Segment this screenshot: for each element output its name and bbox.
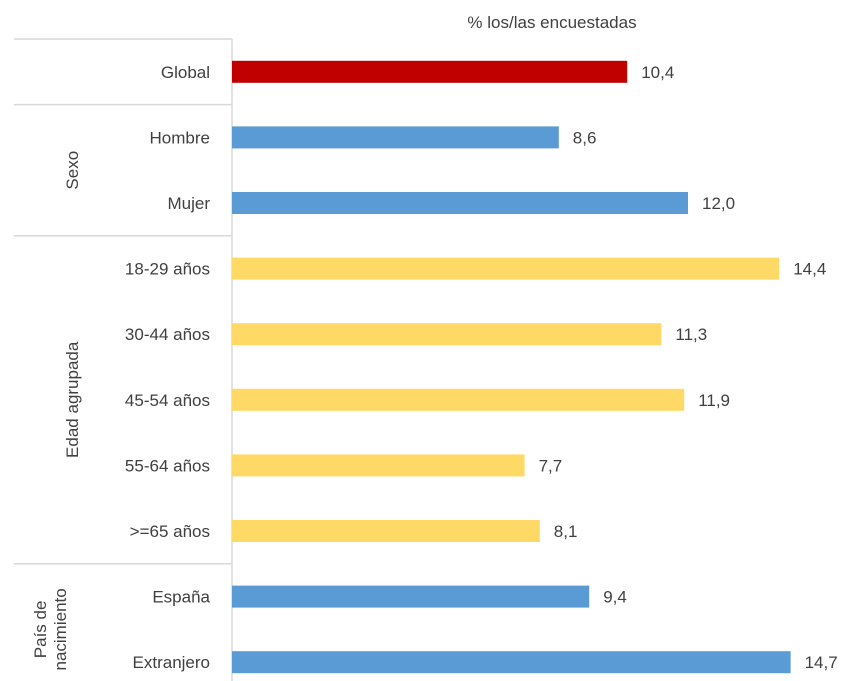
category-label: 55-64 años	[125, 456, 210, 475]
bar-global	[232, 60, 628, 83]
bar-extranjero	[232, 651, 791, 674]
value-labels: 10,4 8,6 12,0 14,4 11,3 11,9 7,7 8,1 9,4 14,7	[539, 63, 838, 672]
value-label: 9,4	[603, 588, 627, 607]
group-label: Edad agrupada	[63, 341, 82, 458]
category-label: 30-44 años	[125, 325, 210, 344]
value-label: 10,4	[641, 63, 674, 82]
value-label: 14,7	[805, 653, 838, 672]
value-label: 11,3	[675, 325, 707, 344]
category-label: España	[152, 588, 210, 607]
bar-45-54-a-os	[232, 388, 685, 411]
chart-title: % los/las encuestadas	[467, 13, 636, 32]
bar--65-a-os	[232, 520, 540, 542]
category-label: Extranjero	[133, 653, 210, 672]
group-label: Sexo	[63, 151, 82, 190]
category-label: Mujer	[167, 194, 210, 213]
bar-55-64-a-os	[232, 454, 525, 477]
bar-30-44-a-os	[232, 323, 662, 346]
bar-mujer	[232, 192, 688, 214]
category-label: 45-54 años	[125, 391, 210, 410]
group-labels: Sexo Edad agrupada País denacimiento	[31, 151, 82, 671]
category-label: Global	[161, 63, 210, 82]
category-labels: Global Hombre Mujer 18-29 años 30-44 años 45-…	[125, 63, 211, 672]
value-label: 8,1	[554, 522, 578, 541]
value-label: 11,9	[698, 391, 730, 410]
category-label: >=65 años	[130, 522, 210, 541]
bar-espa-a	[232, 585, 590, 608]
category-label: 18-29 años	[125, 260, 210, 279]
bars	[232, 60, 791, 674]
value-label: 7,7	[539, 456, 563, 475]
bar-hombre	[232, 126, 559, 149]
group-label: País denacimiento	[31, 588, 70, 670]
value-label: 8,6	[573, 128, 597, 147]
category-label: Hombre	[150, 128, 210, 147]
value-label: 14,4	[793, 260, 826, 279]
value-label: 12,0	[702, 194, 735, 213]
bar-18-29-a-os	[232, 257, 780, 280]
